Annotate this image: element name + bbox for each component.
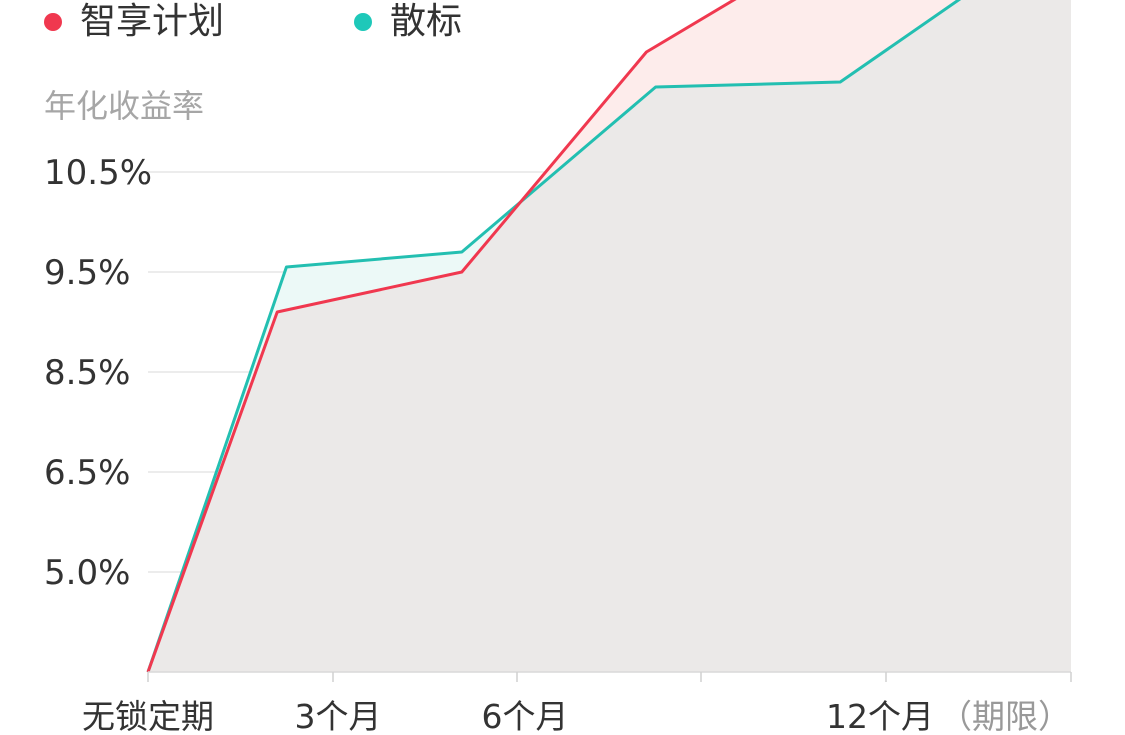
y-tick-label: 9.5% <box>44 253 130 293</box>
series-line-zhixiang <box>146 0 737 673</box>
y-tick-label: 5.0% <box>44 553 130 593</box>
y-tick-label: 6.5% <box>44 453 130 493</box>
legend-dot-icon <box>354 13 373 31</box>
y-tick-label: 8.5% <box>44 353 130 393</box>
legend-item-sanbiao: 散标 <box>354 0 462 44</box>
x-tick-label: 3个月 <box>295 697 382 735</box>
y-axis-title: 年化收益率 <box>44 87 205 125</box>
x-tick-label: （期限） <box>939 697 1071 735</box>
y-tick-label: 10.5% <box>44 153 152 193</box>
x-tick-label: 12个月 <box>826 697 934 735</box>
x-tick-label: 6个月 <box>482 697 569 735</box>
series-line-sanbiao <box>146 0 962 673</box>
legend-label: 散标 <box>390 1 463 42</box>
legend-dot-icon <box>44 13 62 31</box>
x-tick-label: 无锁定期 <box>82 697 214 735</box>
legend: 智享计划 散标 <box>44 0 592 44</box>
area-overlap-fill <box>148 0 1071 672</box>
legend-item-zhixiang: 智享计划 <box>44 0 224 44</box>
legend-label: 智享计划 <box>80 1 225 42</box>
